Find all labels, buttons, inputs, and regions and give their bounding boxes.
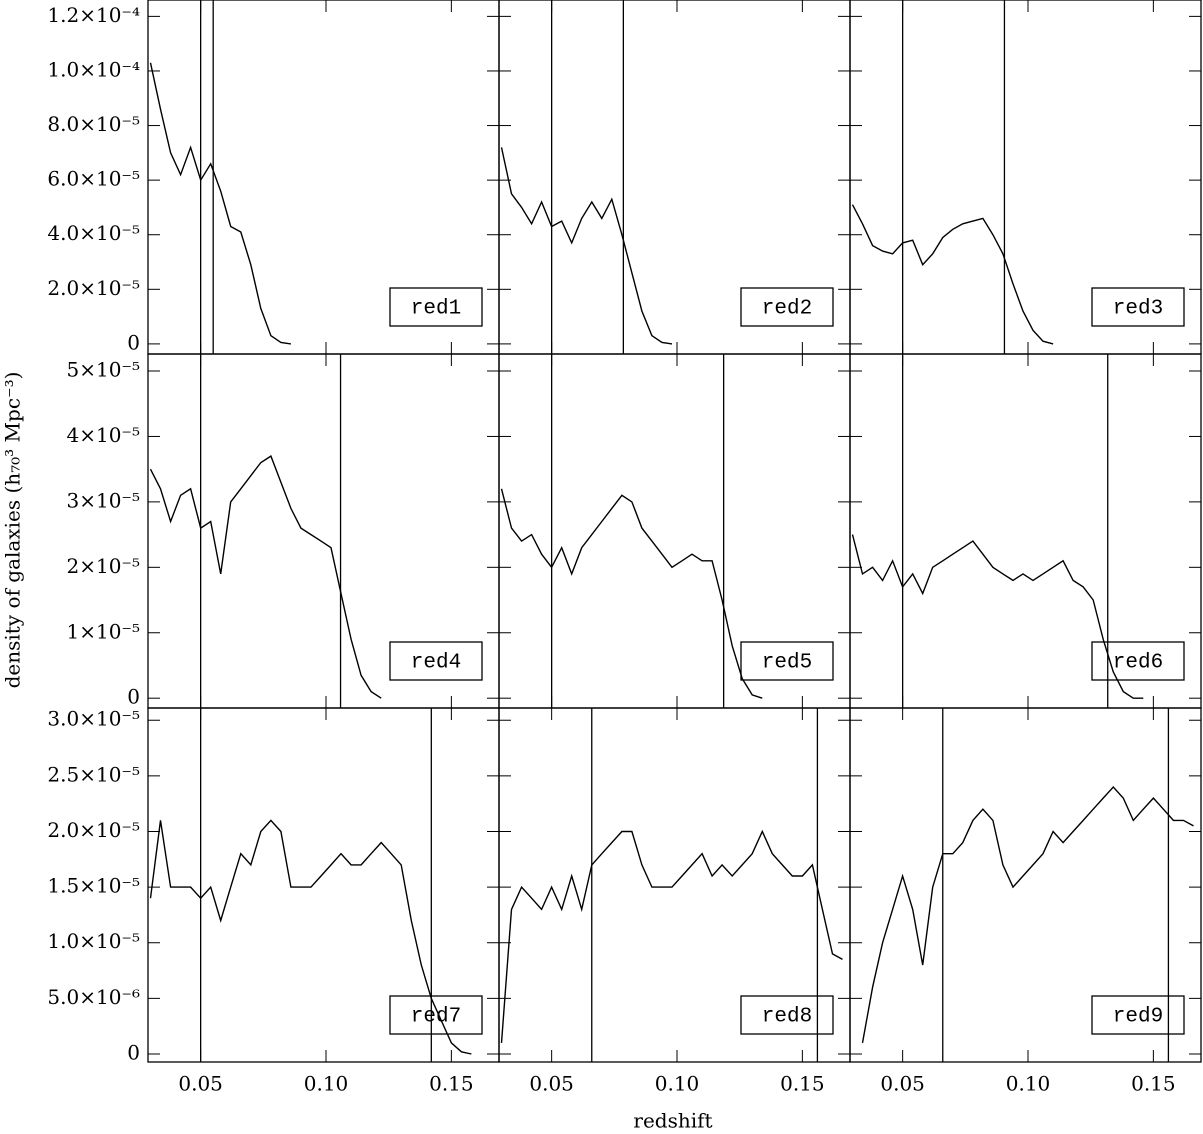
label-box (1091, 641, 1185, 681)
x-tick-label: 0.15 (1131, 1072, 1176, 1096)
label-box (740, 995, 834, 1035)
y-tick-label: 2.0×10⁻⁵ (47, 818, 140, 842)
x-tick-label: 0.15 (780, 1072, 825, 1096)
x-axis-label: redshift (633, 1109, 712, 1133)
panel-label: red8 (762, 1006, 812, 1029)
y-tick-label: 3.0×10⁻⁵ (47, 707, 140, 731)
data-line (149, 819, 472, 1055)
y-tick-label: 8.0×10⁻⁵ (47, 112, 140, 136)
y-tick-label: 0 (127, 1040, 140, 1064)
panel-frame (849, 707, 1202, 1063)
panel-label: red4 (411, 652, 461, 675)
panel-label: red9 (1113, 1006, 1163, 1029)
label-box (389, 287, 483, 327)
data-line (500, 488, 763, 699)
data-line (500, 829, 843, 1043)
panel-label: red1 (411, 298, 461, 321)
panel-label: red3 (1113, 298, 1163, 321)
x-tick-label: 0.15 (429, 1072, 474, 1096)
panel-label: red7 (411, 1006, 461, 1029)
y-tick-label: 0 (127, 330, 140, 354)
data-line (851, 204, 1054, 345)
y-tick-label: 1.5×10⁻⁵ (47, 874, 140, 898)
data-line (500, 147, 673, 345)
y-tick-label: 0 (127, 685, 140, 709)
label-box (1091, 995, 1185, 1035)
y-tick-label: 1.2×10⁻⁴ (47, 3, 140, 27)
label-box (1091, 287, 1185, 327)
y-axis-label: density of galaxies (h₇₀³ Mpc⁻³) (1, 372, 25, 689)
panel-label: red2 (762, 298, 812, 321)
y-tick-label: 5.0×10⁻⁶ (47, 985, 140, 1009)
data-line (861, 785, 1194, 1044)
x-tick-label: 0.05 (529, 1072, 574, 1096)
label-box (740, 641, 834, 681)
data-line (149, 62, 291, 345)
x-tick-label: 0.10 (655, 1072, 700, 1096)
y-tick-label: 4.0×10⁻⁵ (47, 221, 140, 245)
label-box (389, 995, 483, 1035)
x-tick-label: 0.10 (1006, 1072, 1051, 1096)
y-tick-label: 1.0×10⁻⁵ (47, 929, 140, 953)
y-tick-label: 2×10⁻⁵ (66, 554, 140, 578)
panel-label: red6 (1113, 652, 1163, 675)
y-tick-label: 1.0×10⁻⁴ (47, 57, 140, 81)
data-line (851, 534, 1144, 699)
x-tick-label: 0.10 (304, 1072, 349, 1096)
y-tick-label: 6.0×10⁻⁵ (47, 167, 140, 191)
y-tick-label: 1×10⁻⁵ (66, 619, 140, 643)
label-box (740, 287, 834, 327)
x-tick-label: 0.05 (880, 1072, 925, 1096)
y-tick-label: 3×10⁻⁵ (66, 488, 140, 512)
y-tick-label: 2.5×10⁻⁵ (47, 762, 140, 786)
label-box (389, 641, 483, 681)
x-tick-label: 0.05 (178, 1072, 223, 1096)
y-tick-label: 4×10⁻⁵ (66, 423, 140, 447)
y-tick-label: 5×10⁻⁵ (66, 358, 140, 382)
y-tick-label: 2.0×10⁻⁵ (47, 276, 140, 300)
data-line (149, 455, 382, 699)
panel-label: red5 (762, 652, 812, 675)
